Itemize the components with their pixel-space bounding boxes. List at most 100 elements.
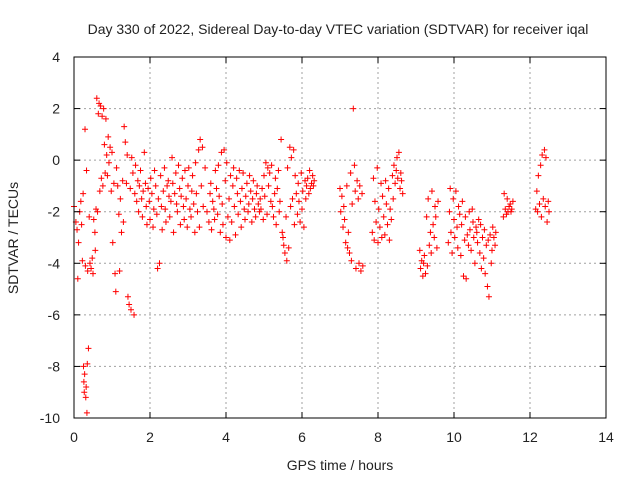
data-point bbox=[216, 193, 223, 200]
data-point bbox=[432, 213, 439, 220]
data-point bbox=[290, 146, 297, 153]
data-point bbox=[99, 182, 106, 189]
data-point bbox=[80, 190, 87, 197]
data-point bbox=[192, 159, 199, 166]
data-point bbox=[395, 149, 402, 156]
data-point bbox=[119, 177, 126, 184]
data-point bbox=[81, 389, 88, 396]
data-point bbox=[431, 234, 438, 241]
data-point bbox=[114, 182, 121, 189]
data-point bbox=[195, 146, 202, 153]
data-point bbox=[474, 239, 481, 246]
data-point bbox=[541, 146, 548, 153]
data-point bbox=[480, 255, 487, 262]
data-point bbox=[167, 198, 174, 205]
data-point bbox=[376, 224, 383, 231]
data-point bbox=[158, 203, 165, 210]
data-point bbox=[539, 151, 546, 158]
data-point bbox=[84, 268, 91, 275]
data-point bbox=[193, 190, 200, 197]
y-tick-label: -10 bbox=[40, 410, 60, 426]
data-point bbox=[352, 188, 359, 195]
data-point bbox=[218, 149, 225, 156]
data-point bbox=[300, 224, 307, 231]
data-point bbox=[272, 175, 279, 182]
data-point bbox=[416, 247, 423, 254]
data-point bbox=[337, 185, 343, 192]
data-point bbox=[162, 219, 169, 226]
data-point bbox=[271, 190, 278, 197]
data-point bbox=[100, 105, 107, 112]
data-point bbox=[306, 167, 313, 174]
data-point bbox=[117, 195, 124, 202]
data-point bbox=[96, 188, 103, 195]
data-point bbox=[185, 182, 191, 189]
data-point bbox=[238, 185, 245, 192]
data-point bbox=[423, 213, 430, 220]
data-point bbox=[147, 175, 154, 182]
data-point bbox=[152, 182, 159, 189]
data-point bbox=[311, 177, 318, 184]
data-points bbox=[71, 95, 552, 416]
data-point bbox=[226, 237, 233, 244]
x-tick-label: 12 bbox=[522, 429, 538, 445]
x-axis-label: GPS time / hours bbox=[287, 457, 394, 473]
data-point bbox=[379, 193, 386, 200]
data-point bbox=[502, 206, 509, 213]
data-point bbox=[145, 185, 152, 192]
data-point bbox=[240, 170, 247, 177]
data-point bbox=[210, 206, 217, 213]
data-point bbox=[245, 200, 252, 207]
data-point bbox=[462, 213, 469, 220]
data-point bbox=[383, 200, 390, 207]
data-point bbox=[107, 144, 114, 151]
data-point bbox=[378, 180, 385, 187]
data-point bbox=[340, 224, 347, 231]
data-point bbox=[427, 229, 434, 236]
data-point bbox=[109, 239, 116, 246]
data-point bbox=[176, 185, 183, 192]
x-tick-label: 8 bbox=[374, 429, 382, 445]
data-point bbox=[546, 208, 552, 215]
data-point bbox=[148, 190, 155, 197]
data-point bbox=[84, 360, 91, 367]
data-point bbox=[463, 275, 470, 282]
data-point bbox=[537, 162, 544, 169]
data-point bbox=[342, 239, 349, 246]
data-point bbox=[302, 195, 309, 202]
data-point bbox=[477, 221, 484, 228]
data-point bbox=[121, 123, 128, 130]
data-point bbox=[80, 363, 87, 370]
data-point bbox=[211, 216, 218, 223]
data-point bbox=[89, 255, 96, 262]
data-point bbox=[275, 167, 282, 174]
data-point bbox=[156, 260, 163, 267]
data-point bbox=[484, 283, 491, 290]
data-point bbox=[122, 139, 129, 146]
data-point bbox=[173, 200, 180, 207]
data-point bbox=[295, 198, 302, 205]
data-point bbox=[150, 224, 157, 231]
data-point bbox=[261, 193, 268, 200]
data-point bbox=[451, 216, 457, 223]
data-point bbox=[247, 188, 254, 195]
data-point bbox=[83, 167, 90, 174]
data-point bbox=[490, 234, 497, 241]
data-point bbox=[185, 164, 192, 171]
data-point bbox=[223, 234, 229, 241]
data-point bbox=[224, 213, 231, 220]
data-point bbox=[473, 229, 480, 236]
data-point bbox=[470, 219, 476, 226]
data-point bbox=[126, 301, 133, 308]
data-point bbox=[159, 226, 166, 233]
data-point bbox=[77, 198, 84, 205]
data-point bbox=[534, 208, 541, 215]
data-point bbox=[454, 224, 461, 231]
data-point bbox=[305, 190, 312, 197]
data-point bbox=[419, 273, 426, 280]
data-point bbox=[103, 151, 110, 158]
axis-ticks: 0 2 4 6 8 10 12 14 -10 -8 -6 -4 -2 0 2 4 bbox=[40, 49, 614, 445]
data-point bbox=[97, 102, 104, 109]
data-point bbox=[213, 185, 220, 192]
data-point bbox=[542, 154, 549, 161]
